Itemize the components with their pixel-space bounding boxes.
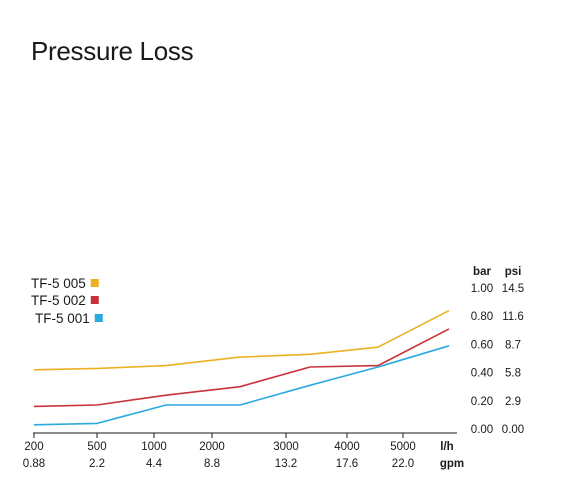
y-tick-label-psi-4: 11.6 xyxy=(502,311,524,323)
x-tick-label-gpm-0: 0.88 xyxy=(23,458,45,470)
y-tick-label-bar-4: 0.80 xyxy=(471,311,493,323)
x-tick-label-lh-0: 200 xyxy=(24,441,43,453)
y-unit-bar: bar xyxy=(473,266,491,278)
x-tick-label-lh-1: 500 xyxy=(87,441,106,453)
legend-swatch-1 xyxy=(90,296,99,304)
x-tick-label-gpm-3: 8.8 xyxy=(204,458,220,470)
y-tick-label-bar-3: 0.60 xyxy=(471,339,493,351)
x-tick-label-gpm-2: 4.4 xyxy=(146,458,163,470)
legend-swatch-0 xyxy=(90,279,99,287)
y-tick-label-bar-1: 0.20 xyxy=(471,396,493,408)
legend-label-1: TF-5 002 xyxy=(31,293,86,308)
y-unit-psi: psi xyxy=(505,266,522,278)
y-tick-label-psi-5: 14.5 xyxy=(502,283,524,295)
series-line-1 xyxy=(33,328,450,408)
y-tick-label-bar-2: 0.40 xyxy=(471,368,493,380)
x-tick-label-lh-5: 4000 xyxy=(334,441,360,453)
x-tick-label-gpm-1: 2.2 xyxy=(89,458,105,470)
series-line-2 xyxy=(33,345,450,426)
series-line-0 xyxy=(33,309,450,371)
y-tick-label-bar-0: 0.00 xyxy=(471,424,493,436)
x-tick-label-gpm-6: 22.0 xyxy=(392,458,414,470)
x-tick-label-lh-4: 3000 xyxy=(273,441,299,453)
x-unit-lh: l/h xyxy=(440,441,453,453)
legend-label-2: TF-5 001 xyxy=(35,311,90,326)
y-tick-label-psi-3: 8.7 xyxy=(505,339,521,351)
x-tick-label-lh-2: 1000 xyxy=(141,441,167,453)
legend-label-0: TF-5 005 xyxy=(31,276,86,291)
x-unit-gpm: gpm xyxy=(440,458,464,470)
y-tick-label-bar-5: 1.00 xyxy=(471,283,493,295)
x-tick-label-gpm-4: 13.2 xyxy=(275,458,297,470)
y-tick-label-psi-1: 2.9 xyxy=(505,396,521,408)
legend-swatch-2 xyxy=(94,314,103,322)
x-tick-label-gpm-5: 17.6 xyxy=(336,458,358,470)
y-tick-label-psi-2: 5.8 xyxy=(505,368,521,380)
x-tick-label-lh-3: 2000 xyxy=(199,441,225,453)
y-tick-label-psi-0: 0.00 xyxy=(502,424,524,436)
chart-title: Pressure Loss xyxy=(31,36,194,66)
x-tick-label-lh-6: 5000 xyxy=(390,441,416,453)
